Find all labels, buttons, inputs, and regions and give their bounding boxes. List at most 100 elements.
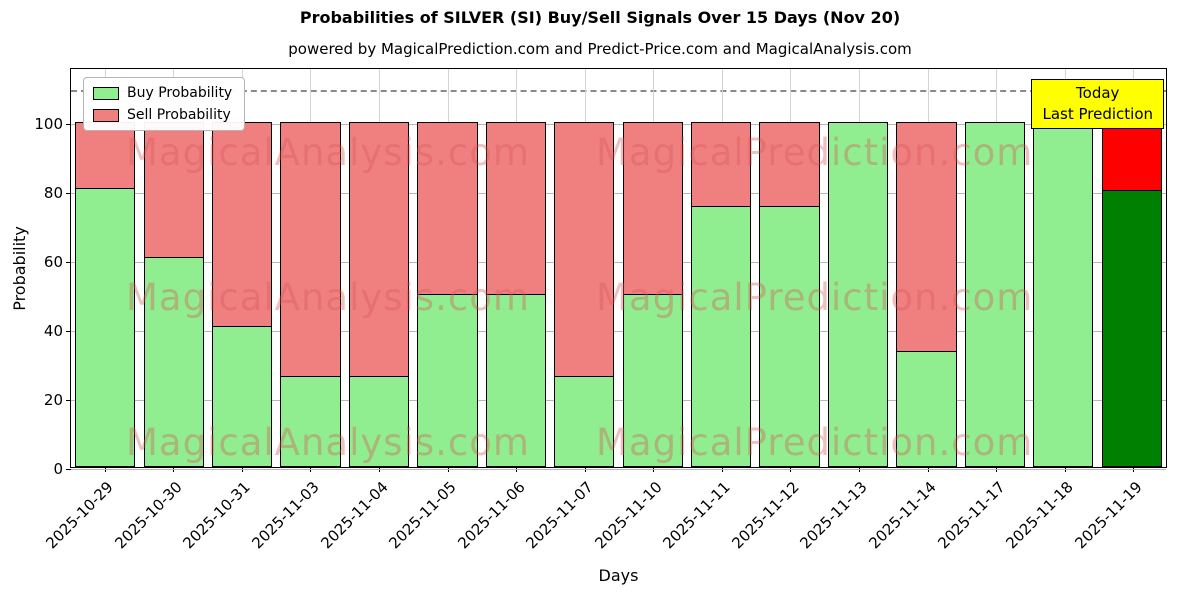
x-tick-mark	[1133, 467, 1135, 472]
buy-segment	[622, 294, 683, 467]
y-tick-label: 0	[53, 460, 63, 478]
x-tick-label: 2025-11-11	[659, 478, 735, 553]
sell-segment	[75, 122, 136, 190]
x-tick-mark	[858, 467, 860, 472]
bar-slot	[961, 69, 1029, 467]
bars-layer	[71, 69, 1166, 467]
stacked-bar	[348, 122, 410, 467]
x-tick-label: 2025-11-13	[796, 478, 872, 553]
y-axis-label-wrap: Probability	[0, 68, 38, 468]
bar-slot	[1098, 69, 1166, 467]
stacked-bar	[554, 122, 615, 467]
y-axis-label: Probability	[9, 225, 29, 311]
buy-segment	[211, 327, 273, 467]
x-axis-label: Days	[598, 566, 639, 585]
bar-slot	[139, 69, 207, 467]
buy-segment	[827, 122, 889, 467]
bar-slot	[413, 69, 481, 467]
buy-segment	[691, 206, 752, 467]
stacked-bar	[1033, 122, 1094, 467]
buy-segment	[759, 206, 820, 467]
sell-segment	[485, 122, 546, 295]
bar-slot	[482, 69, 550, 467]
x-tick-mark	[790, 467, 792, 472]
stacked-bar	[75, 122, 136, 467]
x-tick-mark	[653, 467, 655, 472]
bar-slot	[619, 69, 687, 467]
sell-swatch-icon	[93, 108, 119, 122]
chart-title: Probabilities of SILVER (SI) Buy/Sell Si…	[299, 8, 901, 27]
sell-segment	[896, 122, 957, 353]
buy-segment	[280, 377, 341, 467]
chart-subtitle: powered by MagicalPrediction.com and Pre…	[288, 40, 912, 58]
plot-area: MagicalAnalysis.com MagicalPrediction.co…	[34, 68, 1167, 478]
x-axis-labels: 2025-10-29 2025-10-30 2025-10-31 2025-11-03…	[43, 470, 1167, 553]
stacked-bar	[417, 122, 478, 467]
sell-segment	[280, 122, 341, 378]
x-tick-label: 2025-11-19	[1071, 478, 1146, 553]
y-tick-label: 100	[34, 115, 63, 134]
bar-slot	[550, 69, 618, 467]
x-tick-mark	[996, 467, 998, 472]
bar-slot	[892, 69, 960, 467]
legend-buy-label: Buy Probability	[127, 85, 233, 101]
h-gridline	[71, 192, 1166, 194]
x-tick-label: 2025-11-17	[933, 478, 1009, 553]
x-tick-mark	[447, 467, 449, 472]
h-gridline	[71, 330, 1166, 332]
x-tick-mark	[241, 467, 243, 472]
stacked-bar	[964, 122, 1026, 467]
annotation-line2: Last Prediction	[1042, 105, 1153, 123]
h-gridline	[71, 261, 1166, 263]
y-tick-label: 40	[43, 322, 63, 341]
buy-swatch-icon	[93, 86, 119, 100]
stacked-bar	[280, 122, 341, 467]
x-tick-label: 2025-11-07	[522, 478, 597, 553]
sell-segment	[417, 122, 478, 295]
sell-segment	[211, 122, 273, 328]
chart-legend: Buy Probability Sell Probability	[83, 77, 246, 131]
stacked-bar	[485, 122, 546, 467]
annotation-line1: Today	[1076, 84, 1120, 102]
buy-segment	[964, 122, 1026, 467]
sell-segment	[348, 122, 410, 378]
stacked-bar	[759, 122, 820, 467]
bar-slot	[276, 69, 344, 467]
bar-slot	[71, 69, 139, 467]
bar-slot	[824, 69, 892, 467]
dashed-threshold-line	[71, 89, 1166, 92]
stacked-bar	[622, 122, 683, 467]
x-tick-label: 2025-11-04	[316, 478, 392, 553]
x-tick-label: 2025-11-18	[1002, 478, 1077, 553]
sell-segment	[554, 122, 615, 378]
legend-sell-label: Sell Probability	[127, 107, 231, 123]
h-gridline	[71, 468, 1166, 470]
bar-slot	[687, 69, 755, 467]
legend-row-buy: Buy Probability	[93, 85, 232, 101]
sell-segment	[1101, 122, 1162, 192]
y-tick-label: 80	[43, 184, 63, 203]
buy-segment	[1101, 191, 1162, 467]
y-tick-label: 60	[43, 253, 63, 272]
x-tick-mark	[927, 467, 929, 472]
x-tick-mark	[379, 467, 381, 472]
x-tick-mark	[173, 467, 175, 472]
h-gridline	[71, 123, 1166, 125]
x-tick-mark	[104, 467, 106, 472]
sell-segment	[759, 122, 820, 207]
x-tick-mark	[310, 467, 312, 472]
bar-slot	[345, 69, 413, 467]
x-tick-label: 2025-10-31	[179, 478, 255, 553]
buy-segment	[143, 258, 204, 467]
x-tick-label: 2025-10-30	[111, 478, 186, 553]
x-tick-mark	[1064, 467, 1066, 472]
x-tick-label: 2025-11-03	[248, 478, 323, 553]
buy-segment	[1033, 122, 1094, 467]
y-tick-mark	[66, 468, 71, 470]
x-tick-label: 2025-11-10	[591, 478, 666, 553]
x-tick-label: 2025-10-29	[42, 478, 118, 553]
stacked-bar	[1101, 122, 1162, 467]
x-tick-mark	[516, 467, 518, 472]
y-tick-mark	[66, 123, 71, 125]
stacked-bar	[896, 122, 957, 467]
